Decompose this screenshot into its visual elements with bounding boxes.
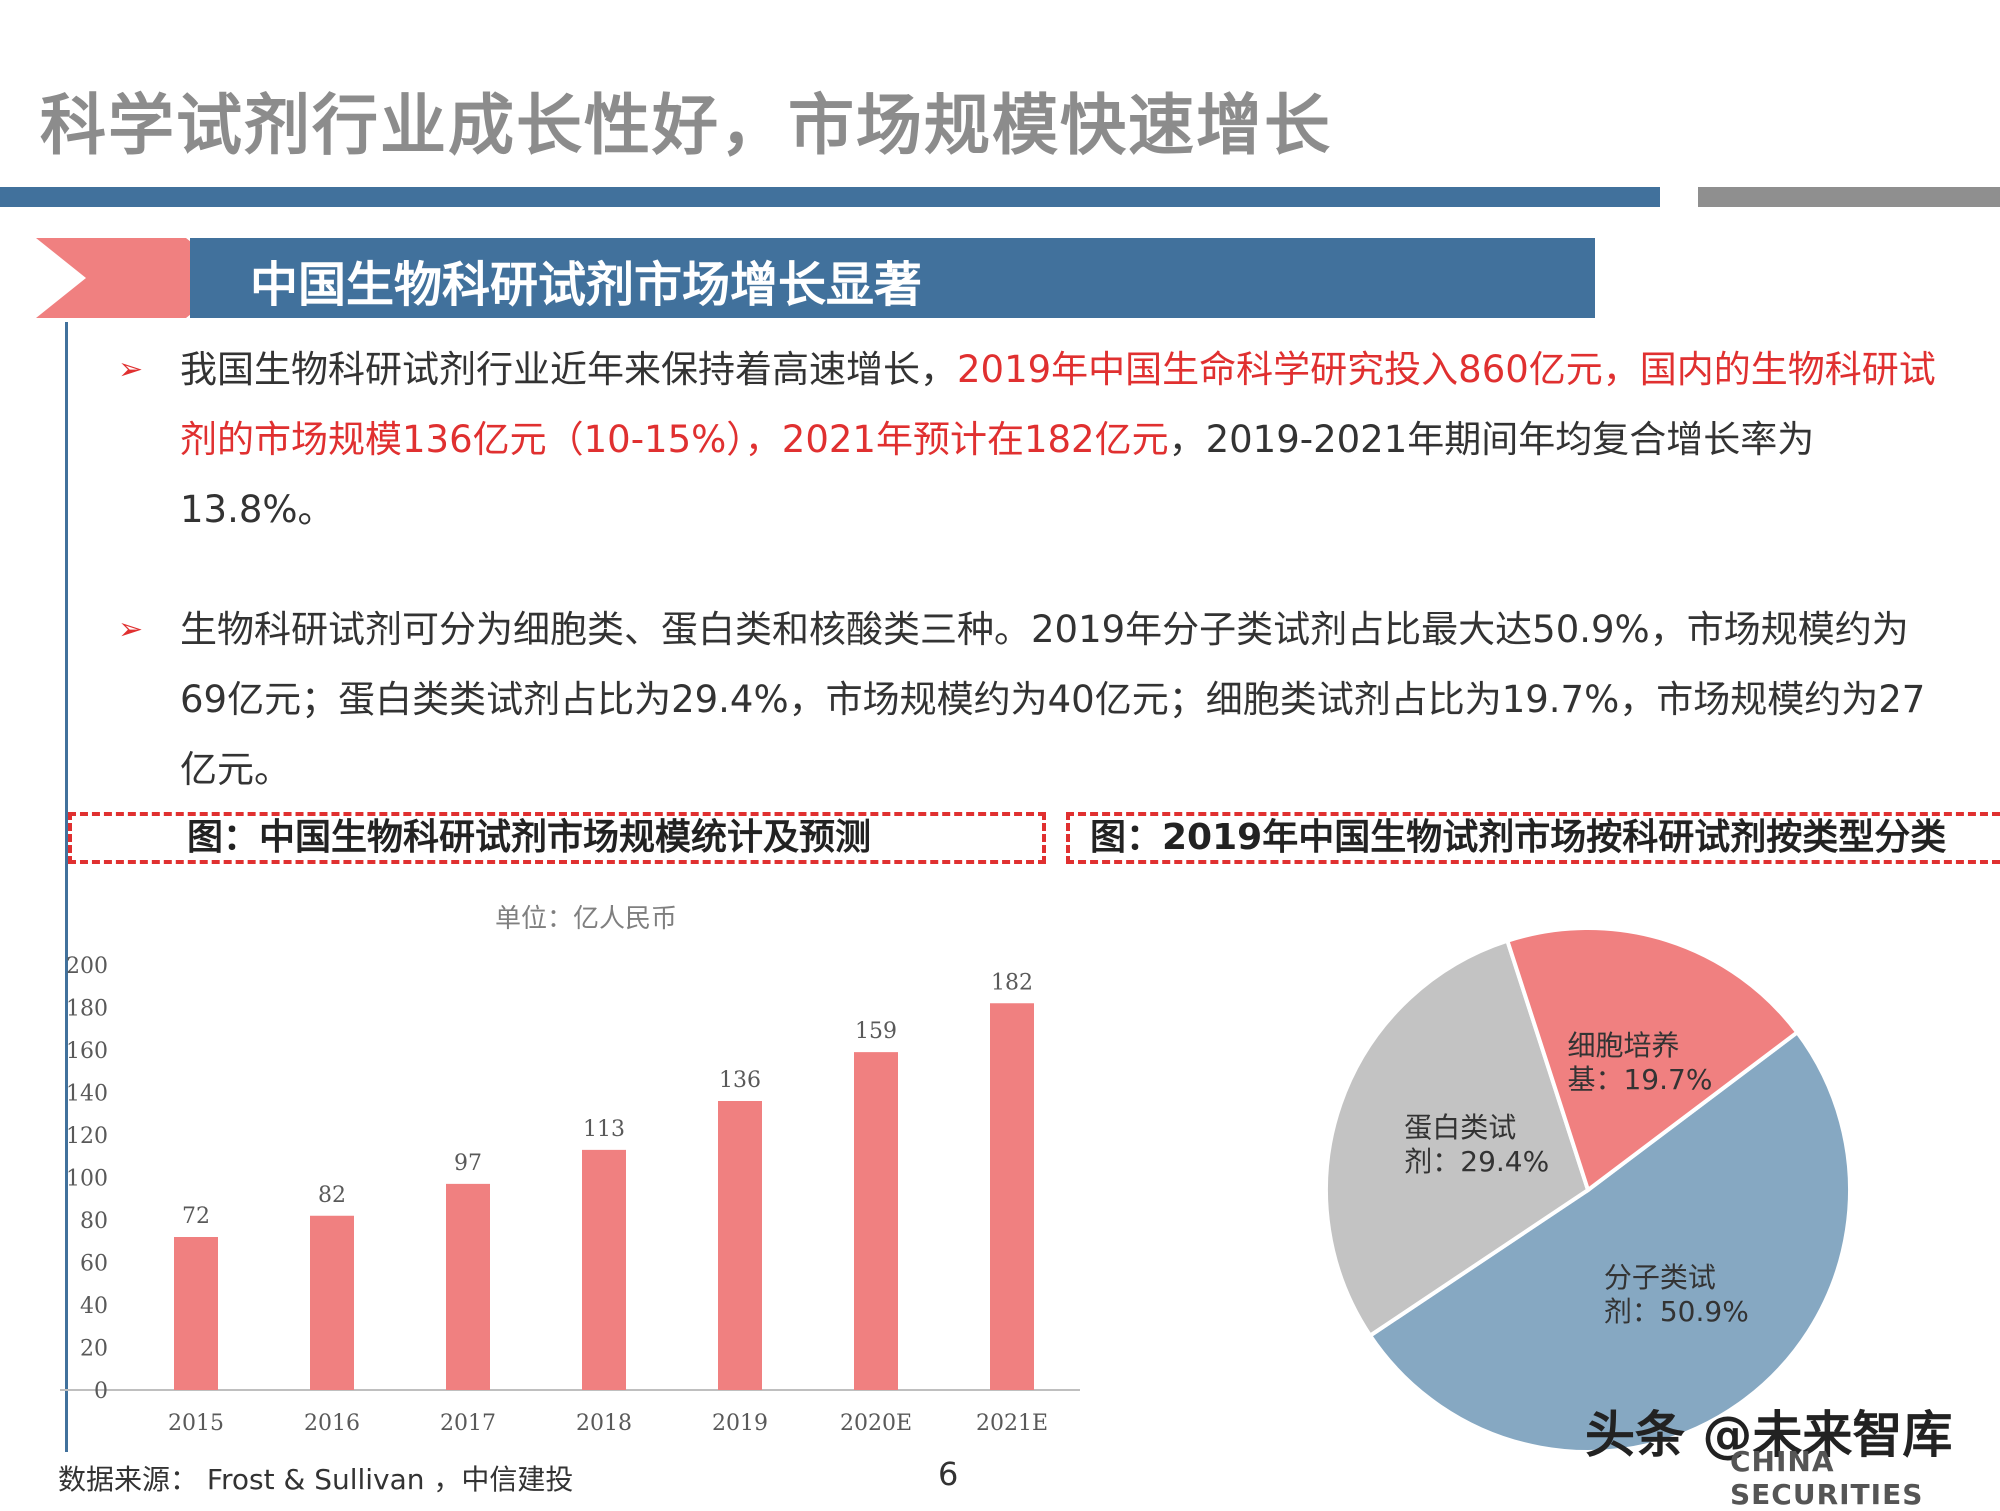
bar bbox=[446, 1183, 490, 1390]
data-label: 136 bbox=[719, 1068, 761, 1093]
x-tick-label: 2017 bbox=[440, 1411, 496, 1436]
pie-label-line2: 剂：50.9% bbox=[1604, 1295, 1749, 1328]
figure-caption-pie-chart: 图：2019年中国生物试剂市场按科研试剂按类型分类 bbox=[1066, 812, 2000, 864]
bullet-text-plain-end: ，2019-2021年期间年均复合增长率为13.8%。 bbox=[180, 418, 1815, 531]
pie-slice bbox=[1324, 938, 1591, 1339]
x-tick-label: 2016 bbox=[304, 1411, 360, 1436]
pie-label-line2: 基：19.7% bbox=[1567, 1063, 1712, 1096]
y-tick-label: 60 bbox=[80, 1252, 108, 1277]
y-tick-label: 180 bbox=[66, 997, 108, 1022]
y-tick-label: 140 bbox=[66, 1082, 108, 1107]
bar bbox=[854, 1052, 898, 1390]
data-label: 82 bbox=[318, 1183, 346, 1208]
bullet-text-plain: 我国生物科研试剂行业近年来保持着高速增长， bbox=[180, 348, 957, 391]
bullet-item-2: ➢ 生物科研试剂可分为细胞类、蛋白类和核酸类三种。2019年分子类试剂占比最大达… bbox=[118, 595, 1938, 805]
x-tick-label: 2019 bbox=[712, 1411, 768, 1436]
pie-slice bbox=[1367, 1029, 1852, 1454]
data-label: 182 bbox=[991, 970, 1033, 995]
x-tick-label: 2015 bbox=[168, 1411, 224, 1436]
y-tick-label: 40 bbox=[80, 1294, 108, 1319]
page-title: 科学试剂行业成长性好，市场规模快速增长 bbox=[40, 87, 1332, 164]
y-tick-label: 160 bbox=[66, 1039, 108, 1064]
pie-label-line1: 细胞培养 bbox=[1567, 1029, 1679, 1062]
left-rule-divider bbox=[65, 322, 68, 1452]
chart-unit-label: 单位：亿人民币 bbox=[495, 904, 678, 934]
data-label: 113 bbox=[583, 1117, 625, 1142]
bullet-arrow-icon: ➢ bbox=[118, 612, 144, 647]
chevron-arrow-icon bbox=[36, 238, 236, 318]
y-tick-label: 20 bbox=[80, 1337, 108, 1362]
section-banner bbox=[190, 238, 1595, 318]
data-label: 97 bbox=[454, 1151, 482, 1176]
bar bbox=[174, 1237, 218, 1390]
data-label: 159 bbox=[855, 1019, 897, 1044]
y-tick-label: 100 bbox=[66, 1167, 108, 1192]
section-title: 中国生物科研试剂市场增长显著 bbox=[250, 257, 923, 313]
pie-label-line1: 蛋白类试 bbox=[1404, 1111, 1516, 1144]
x-tick-label: 2020E bbox=[840, 1411, 912, 1436]
title-underline-gray bbox=[1698, 187, 2000, 207]
page-number: 6 bbox=[938, 1455, 959, 1493]
x-tick-label: 2018 bbox=[576, 1411, 632, 1436]
data-label: 72 bbox=[182, 1204, 210, 1229]
source-note: 数据来源： Frost & Sullivan ，中信建投 bbox=[58, 1463, 574, 1496]
watermark-text: 头条 @未来智库 bbox=[1585, 1406, 1953, 1464]
bar bbox=[718, 1101, 762, 1390]
y-tick-label: 80 bbox=[80, 1209, 108, 1234]
title-underline-blue bbox=[0, 187, 1660, 207]
figure-caption-bar-chart: 图：中国生物科研试剂市场规模统计及预测 bbox=[68, 812, 1046, 864]
bar-chart: 0 20 40 60 80 100 120 140 160 180 200 72 2015 82 2016 9… bbox=[60, 954, 1080, 1436]
bar bbox=[582, 1149, 626, 1390]
bar bbox=[310, 1215, 354, 1390]
bullet-text-highlight: 2019年中国生命科学研究投入860亿元，国内的生物科研试剂的市场规模136亿元… bbox=[180, 348, 1936, 461]
x-tick-label: 2021E bbox=[976, 1411, 1048, 1436]
bullet-item-1: ➢ 我国生物科研试剂行业近年来保持着高速增长，2019年中国生命科学研究投入86… bbox=[118, 335, 1938, 545]
bullet-text: 生物科研试剂可分为细胞类、蛋白类和核酸类三种。2019年分子类试剂占比最大达50… bbox=[180, 608, 1926, 791]
bullet-arrow-icon: ➢ bbox=[118, 352, 144, 387]
pie-slice bbox=[1504, 926, 1801, 1194]
y-tick-label: 120 bbox=[66, 1124, 108, 1149]
watermark-subtext: CHINA SECURITIES bbox=[1730, 1445, 1924, 1511]
y-tick-label: 200 bbox=[66, 954, 108, 979]
y-tick-label: 0 bbox=[94, 1379, 108, 1404]
pie-label-line2: 剂：29.4% bbox=[1404, 1145, 1549, 1178]
bar bbox=[990, 1003, 1034, 1390]
pie-label-line1: 分子类试 bbox=[1604, 1261, 1716, 1294]
